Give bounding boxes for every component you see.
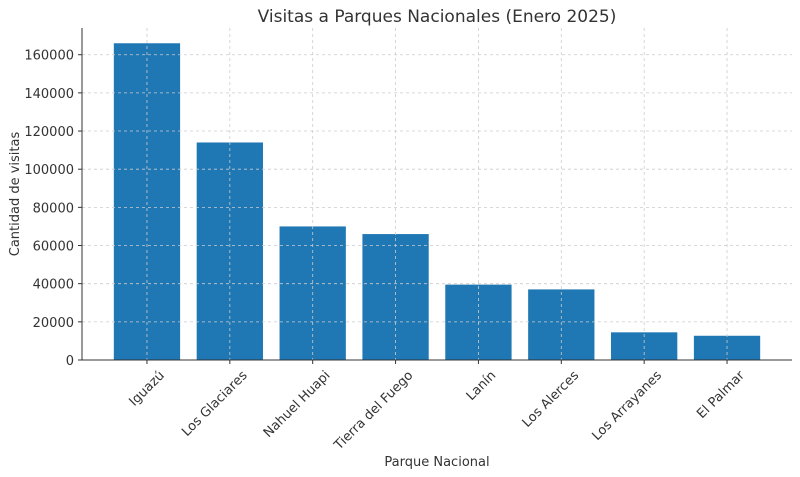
y-tick-label: 160000 [24,49,74,64]
y-tick-label: 60000 [33,240,74,255]
y-tick-label: 20000 [33,316,74,331]
x-tick-label: El Palmar [694,368,748,422]
x-axis-label: Parque Nacional [384,455,489,470]
y-axis-label: Cantidad de visitas [8,132,23,257]
y-tick-label: 40000 [33,278,74,293]
x-tick-label: Los Arrayanes [589,368,665,444]
x-tick-label: Nahuel Huapi [261,368,334,441]
bar [362,234,429,360]
x-tick-label: Tierra del Fuego [331,368,417,454]
grid-overlay [82,28,792,361]
x-tick-label: Iguazú [127,368,168,409]
bars [113,43,761,360]
x-tick-label: Los Alerces [520,368,583,431]
y-tick-label: 140000 [24,87,74,102]
y-tick-label: 100000 [24,163,74,178]
x-tick-label: Lanín [464,368,500,404]
y-tick-label: 120000 [24,125,74,140]
y-tick-label: 80000 [33,201,74,216]
chart-title: Visitas a Parques Nacionales (Enero 2025… [258,7,617,27]
y-tick-label: 0 [66,354,74,369]
x-tick-label: Los Glaciares [179,368,251,440]
